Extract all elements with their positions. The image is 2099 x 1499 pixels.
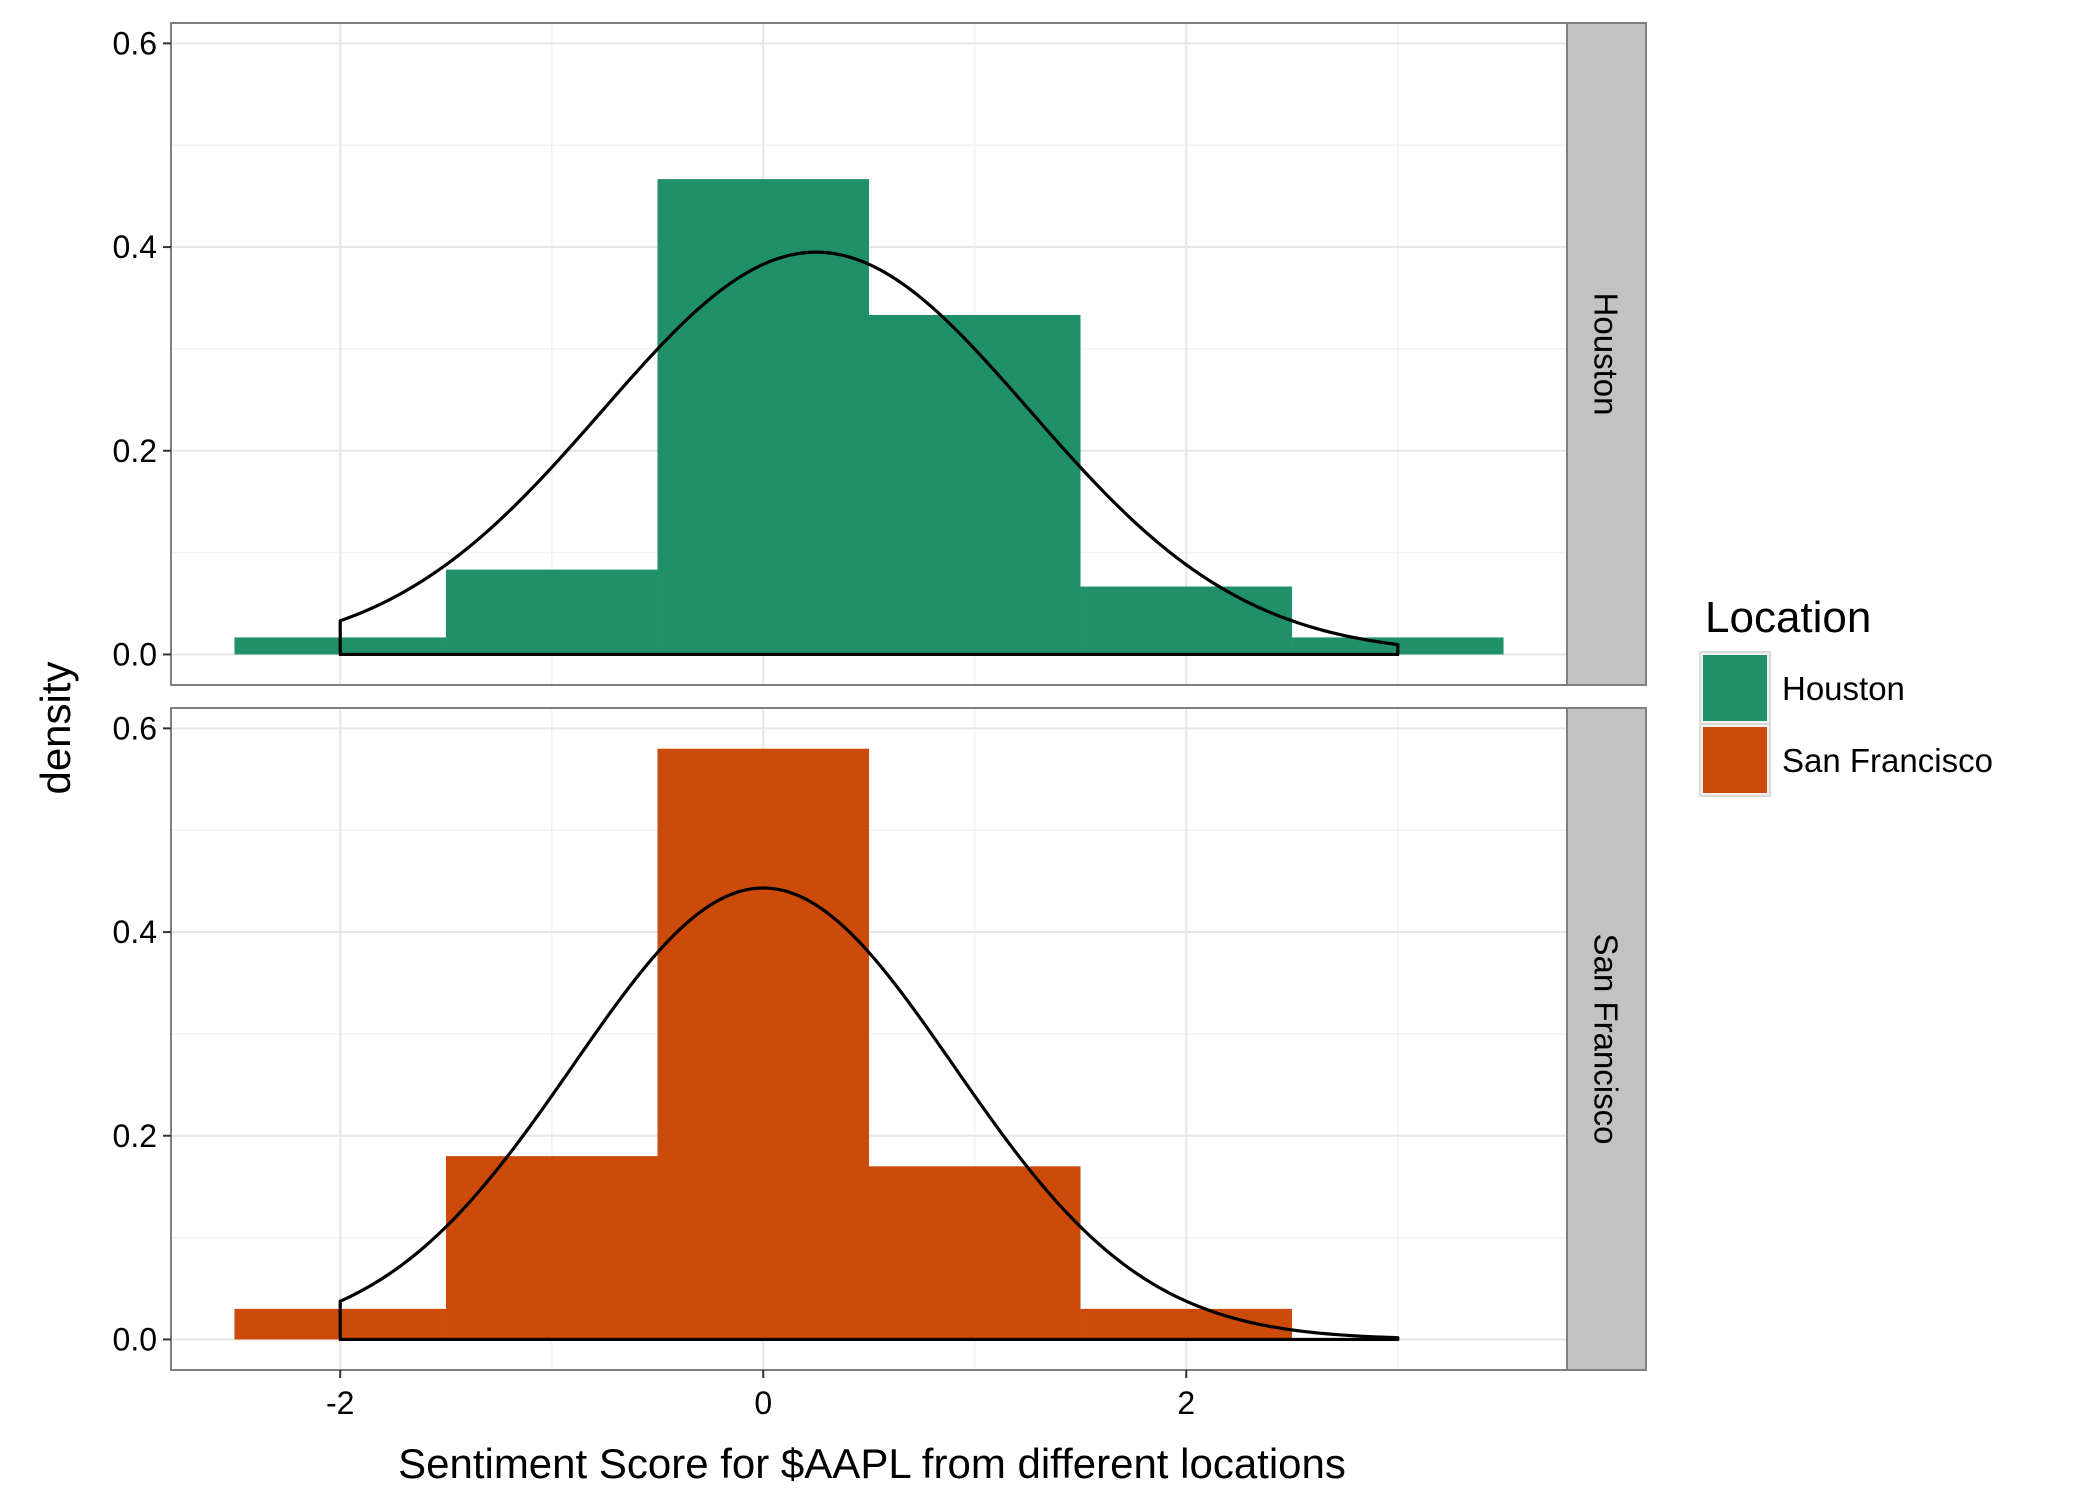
legend: Location Houston San Francisco xyxy=(1699,593,1993,797)
histogram-bar xyxy=(445,1156,658,1340)
histogram-bar xyxy=(869,1166,1081,1340)
y-tick-label: 0.6 xyxy=(113,710,157,746)
y-tick-label: 0.0 xyxy=(113,636,157,672)
y-tick-label: 0.4 xyxy=(113,914,157,950)
panel-0: Houston 0.0 0.2 0.4 0.6 xyxy=(113,22,1647,686)
legend-title: Location xyxy=(1705,593,1871,642)
facet-strip xyxy=(1566,707,1647,1371)
facet-strip xyxy=(1566,22,1647,686)
panels-layer: Houston 0.0 0.2 0.4 0.6 San Francisco 0.0 0.2 0.… xyxy=(113,22,1647,1421)
y-tick-label: 0.0 xyxy=(113,1321,157,1357)
density-curve xyxy=(338,250,1400,657)
histogram-bar xyxy=(1080,586,1293,655)
y-tick-label: 0.6 xyxy=(113,25,157,61)
x-tick-label: 0 xyxy=(754,1385,772,1421)
x-tick-label: 2 xyxy=(1177,1385,1195,1421)
density-curve xyxy=(338,886,1400,1342)
histogram-bar xyxy=(869,314,1081,655)
x-tick-label: -2 xyxy=(326,1385,354,1421)
histogram-bar xyxy=(657,748,869,1340)
y-tick-label: 0.4 xyxy=(113,229,157,265)
legend-swatch xyxy=(1703,727,1767,793)
y-tick-label: 0.2 xyxy=(113,1118,157,1154)
panel-1: San Francisco 0.0 0.2 0.4 0.6 xyxy=(113,707,1647,1371)
legend-item-label: Houston xyxy=(1782,670,1905,707)
legend-item-label: San Francisco xyxy=(1782,742,1993,779)
legend-swatch xyxy=(1703,655,1767,721)
facet-strip-label: San Francisco xyxy=(1588,934,1625,1145)
histogram-bar xyxy=(657,179,869,655)
y-axis-title: density xyxy=(32,661,79,794)
facet-strip-label: Houston xyxy=(1588,293,1625,416)
y-tick-label: 0.2 xyxy=(113,433,157,469)
histogram-bar xyxy=(445,569,658,655)
x-axis-title: Sentiment Score for $AAPL from different… xyxy=(398,1440,1346,1487)
